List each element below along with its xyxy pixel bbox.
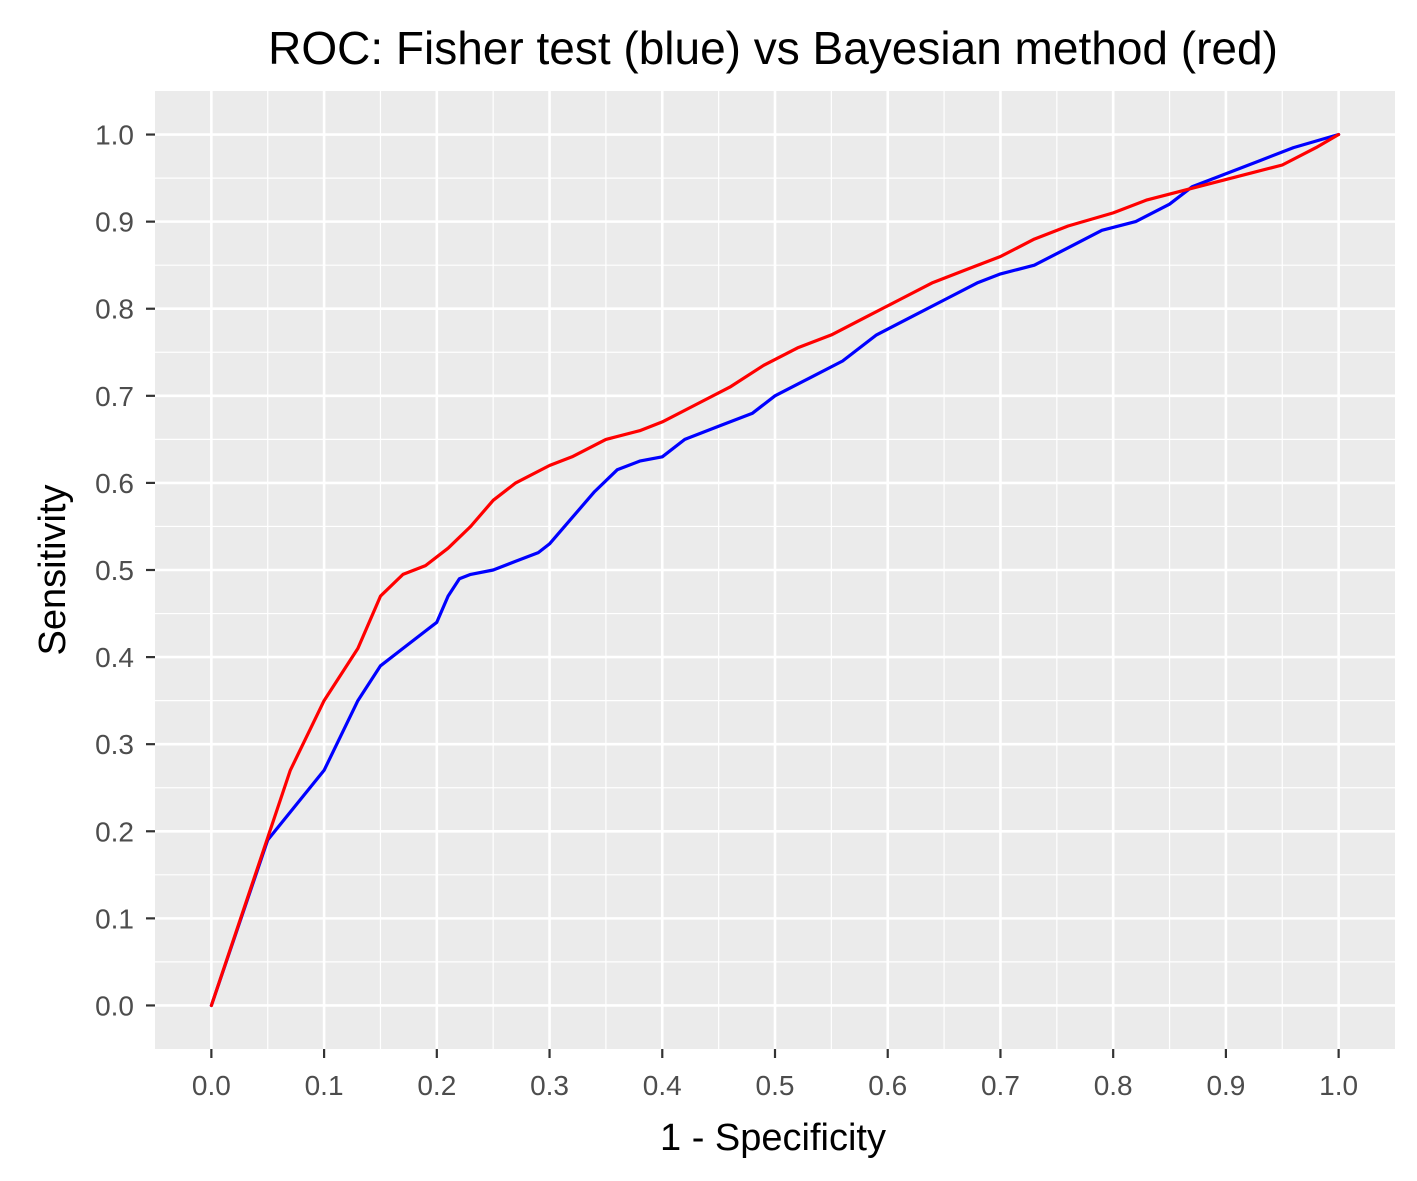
chart-title: ROC: Fisher test (blue) vs Bayesian meth…	[268, 22, 1278, 74]
x-tick-label: 0.0	[192, 1070, 231, 1101]
y-tick-label: 0.0	[95, 990, 134, 1021]
y-tick-label: 0.6	[95, 468, 134, 499]
x-tick-label: 0.4	[643, 1070, 682, 1101]
series-line-1	[209, 132, 1341, 1008]
y-tick-label: 0.8	[95, 294, 134, 325]
x-axis: 0.0 0.1 0.2 0.3 0.4 0.5 0.6 0.7 0.8 0.9 1.0	[192, 1049, 1358, 1101]
x-tick-label: 0.2	[417, 1070, 456, 1101]
x-tick-label: 0.8	[1094, 1070, 1133, 1101]
x-tick-label: 0.3	[530, 1070, 569, 1101]
x-tick-label: 0.6	[868, 1070, 907, 1101]
y-axis: 0.0 0.1 0.2 0.3 0.4 0.5 0.6 0.7 0.8 0.9 1.0	[95, 120, 155, 1021]
x-tick-label: 0.7	[981, 1070, 1020, 1101]
y-tick-label: 0.9	[95, 207, 134, 238]
y-tick-label: 0.2	[95, 816, 134, 847]
x-tick-label: 0.5	[756, 1070, 795, 1101]
series-layer	[209, 132, 1341, 1008]
y-tick-label: 0.7	[95, 381, 134, 412]
x-tick-label: 0.9	[1206, 1070, 1245, 1101]
y-tick-label: 0.3	[95, 729, 134, 760]
y-tick-label: 1.0	[95, 120, 134, 151]
series-line-0	[209, 132, 1341, 1008]
x-tick-label: 0.1	[305, 1070, 344, 1101]
x-tick-label: 1.0	[1319, 1070, 1358, 1101]
y-axis-title: Sensitivity	[32, 484, 74, 655]
major-gridlines	[155, 91, 1395, 1049]
y-tick-label: 0.1	[95, 903, 134, 934]
y-tick-label: 0.4	[95, 642, 134, 673]
y-tick-label: 0.5	[95, 555, 134, 586]
x-axis-title: 1 - Specificity	[660, 1117, 886, 1159]
